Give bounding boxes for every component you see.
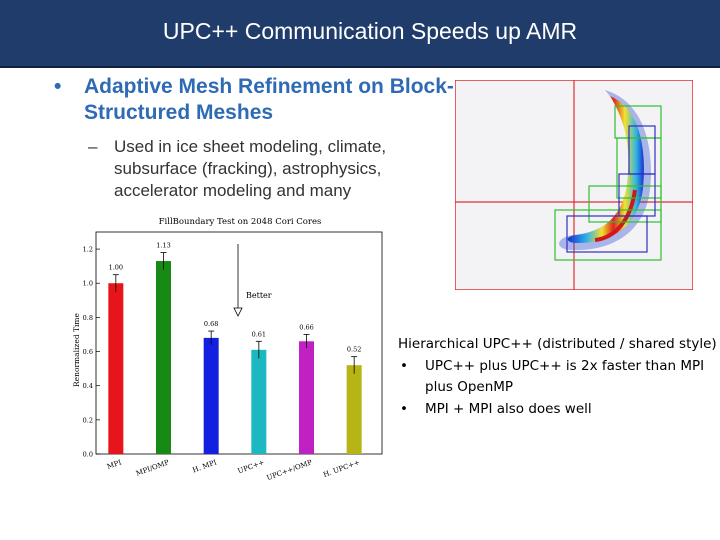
title-bar: UPC++ Communication Speeds up AMR [0, 0, 720, 68]
y-tick-label: 1.0 [83, 280, 93, 288]
bar [251, 349, 267, 454]
bar [346, 365, 362, 454]
better-arrow-icon [233, 307, 243, 317]
x-tick-label: MPI [106, 458, 123, 471]
x-tick-label: H. MPI [191, 458, 218, 474]
better-annotation: Better [233, 244, 272, 317]
slide-title: UPC++ Communication Speeds up AMR [162, 18, 578, 44]
main-bullet-text: Adaptive Mesh Refinement on Block-Struct… [84, 75, 454, 124]
data-label: 0.61 [252, 330, 266, 338]
y-axis-ticks: 0.0 0.2 0.4 0.6 0.8 1.0 1.2 [83, 246, 100, 459]
amr-plume [567, 96, 644, 244]
y-tick-label: 0.6 [83, 348, 93, 356]
note-item: • UPC++ plus UPC++ is 2x faster than MPI… [398, 356, 720, 399]
data-label: 0.52 [347, 346, 361, 354]
y-tick-label: 0.8 [83, 314, 93, 322]
bars: 1.00 MPI 1.13 MPI/OMP 0.68 H. MPI 0.61 UPC++ 0.6… [106, 241, 362, 482]
bar [203, 337, 219, 454]
bar [156, 261, 171, 454]
y-tick-label: 1.2 [83, 246, 93, 254]
y-tick-label: 0.4 [83, 382, 93, 390]
note-item: • MPI + MPI also does well [398, 399, 720, 421]
note-item-text: UPC++ plus UPC++ is 2x faster than MPI p… [425, 357, 705, 396]
y-tick-label: 0.0 [83, 451, 93, 459]
plot-frame [95, 231, 383, 455]
note-item-text: MPI + MPI also does well [425, 400, 592, 417]
x-tick-label: UPC++ [237, 458, 266, 475]
amr-level1-box [616, 137, 662, 199]
bullet-dot-icon: • [400, 357, 408, 374]
dash-icon: – [88, 137, 98, 156]
bar [299, 341, 314, 454]
better-label: Better [246, 291, 272, 300]
amr-level1-box [554, 209, 662, 261]
amr-level2-box [566, 215, 648, 253]
bullet-dot-icon: • [54, 75, 62, 98]
annotation-note: Hierarchical UPC++ (distributed / shared… [398, 334, 720, 420]
note-heading: Hierarchical UPC++ (distributed / shared… [398, 336, 717, 352]
data-label: 0.66 [299, 323, 313, 331]
amr-mesh-figure [455, 80, 693, 290]
chart-title: FillBoundary Test on 2048 Cori Cores [159, 217, 322, 227]
data-label: 1.00 [109, 264, 123, 272]
data-label: 0.68 [204, 320, 218, 328]
bullet-dot-icon: • [400, 400, 408, 417]
bar [108, 283, 124, 454]
x-tick-label: H. UPC++ [322, 458, 361, 479]
chart-ylabel: Renormalized Time [72, 312, 81, 386]
data-label: 1.13 [156, 241, 170, 249]
y-tick-label: 0.2 [83, 416, 93, 424]
x-tick-label: UPC++/OMP [266, 458, 314, 482]
amr-level1-box [588, 185, 662, 223]
bar-chart: FillBoundary Test on 2048 Cori Cores Ren… [72, 217, 383, 482]
x-tick-label: MPI/OMP [135, 458, 171, 477]
sub-bullet-text: Used in ice sheet modeling, climate, sub… [114, 137, 387, 200]
